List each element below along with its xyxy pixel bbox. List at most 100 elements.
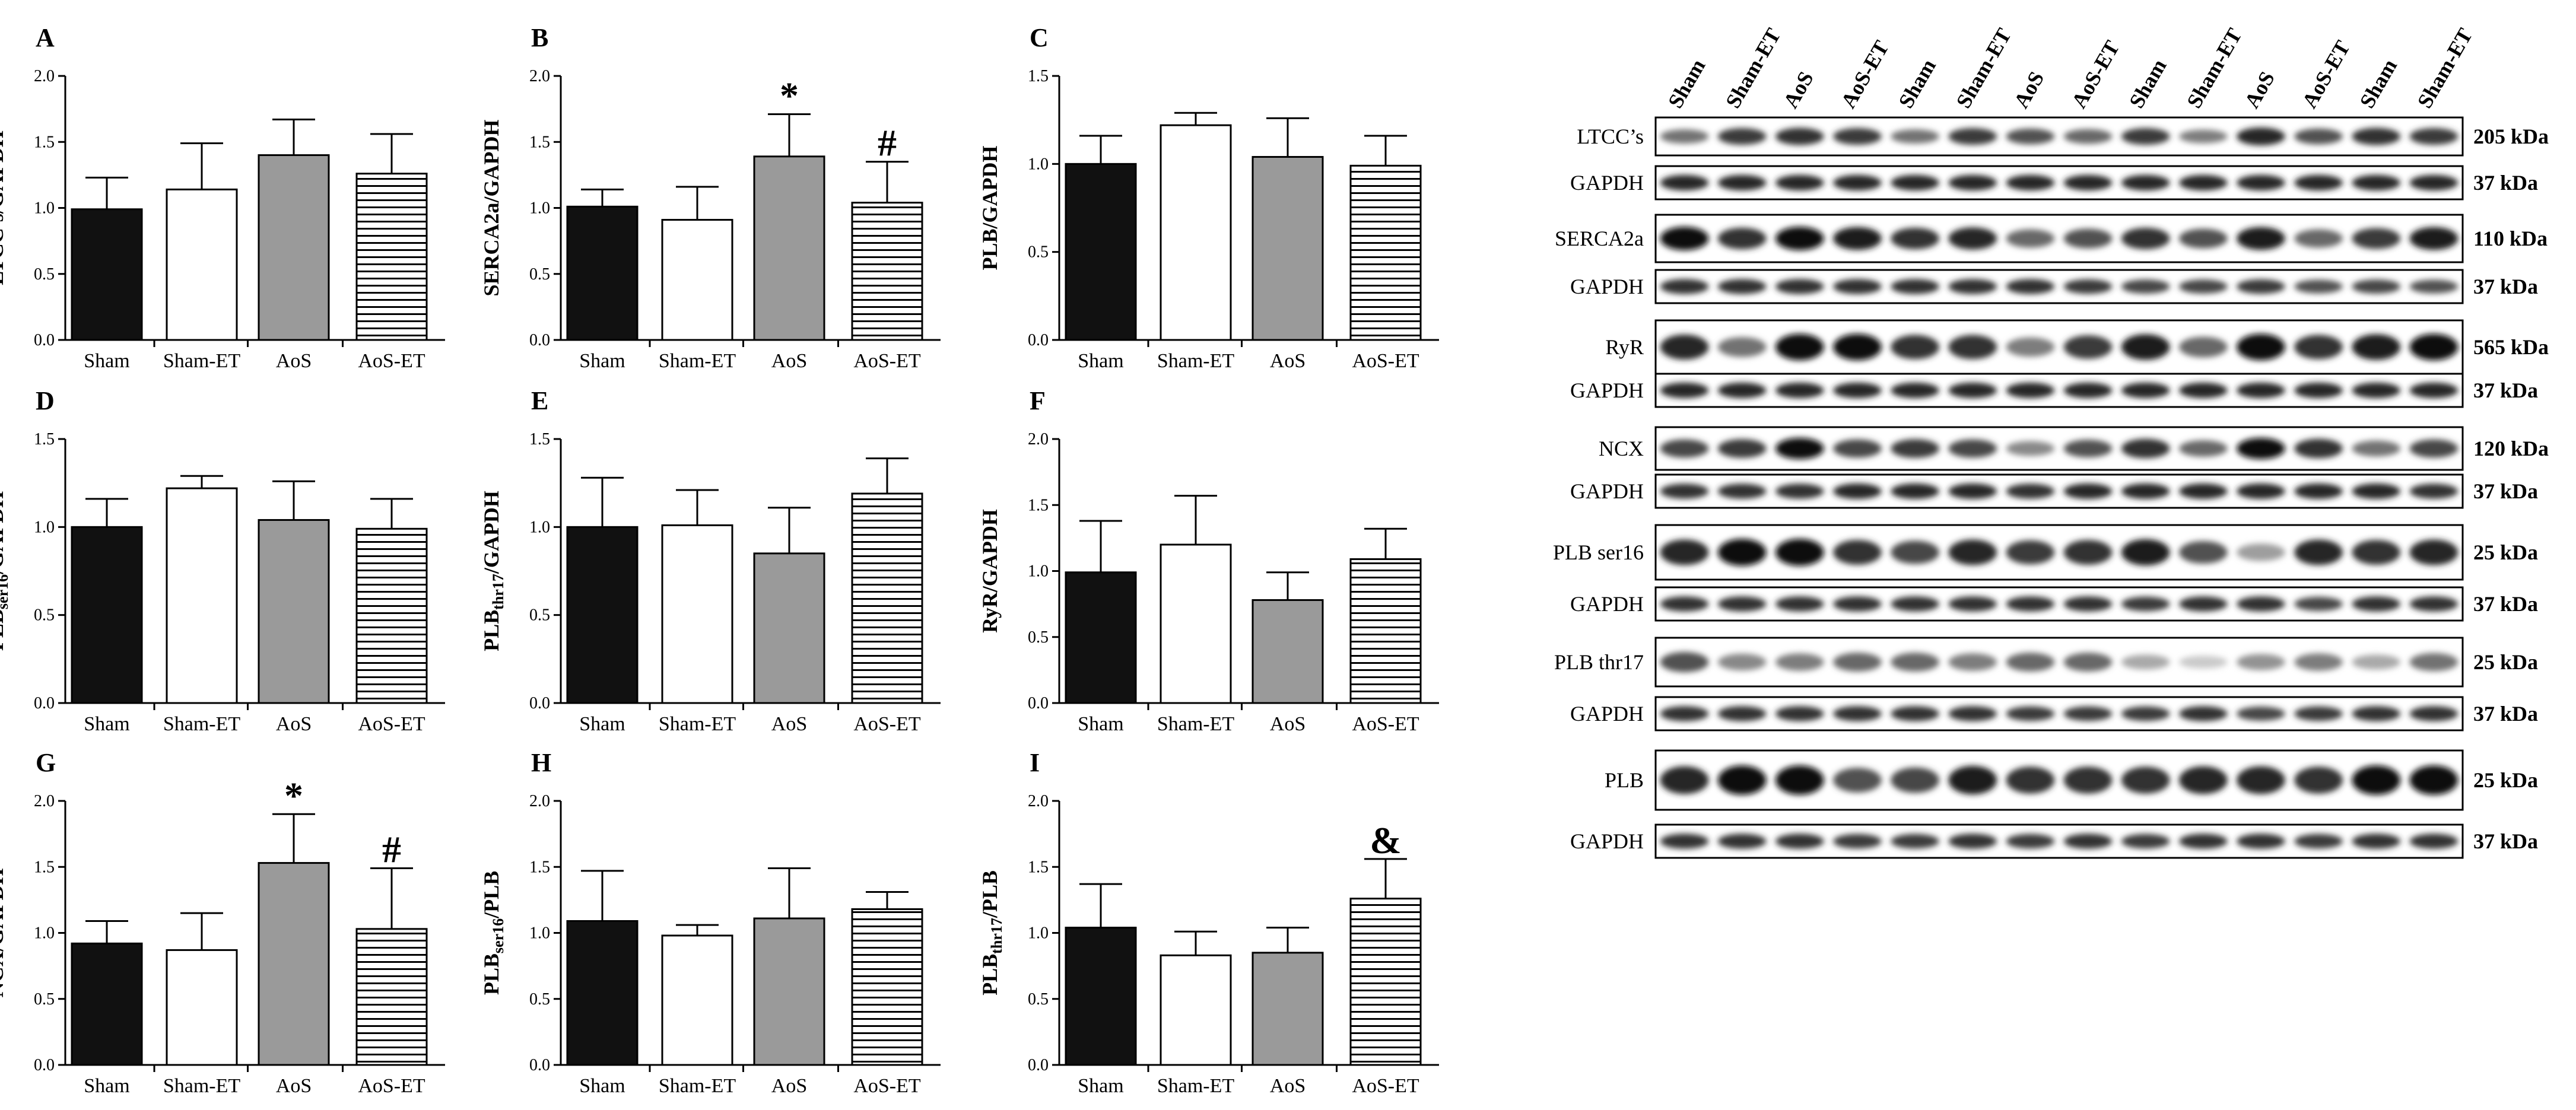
blot-band xyxy=(1891,335,1939,360)
y-axis-label: SERCA2a/GAPDH xyxy=(479,119,503,296)
blot-band xyxy=(1717,279,1767,294)
chart-panel-g: G NCX/GAPDH 0.0 0.5 1.0 1.5 2.0 Sham Sham-ET AoS *… xyxy=(0,748,445,1097)
blot-band xyxy=(1833,128,1882,145)
y-tick-label: 2.0 xyxy=(529,67,550,85)
y-tick-label: 1.5 xyxy=(34,430,55,449)
y-axis-label: PLBser16/PLB xyxy=(479,871,507,995)
blot-band xyxy=(1891,767,1939,793)
x-tick-label: AoS-ET xyxy=(1352,350,1419,372)
blot-band xyxy=(2063,440,2113,457)
blot-row-8: PLB ser16 25 kDa xyxy=(1553,524,2538,581)
x-tick-label: Sham xyxy=(84,350,129,372)
bar-sham-et xyxy=(1160,124,1232,341)
bar-sham-et xyxy=(166,949,238,1066)
blot-band xyxy=(2294,653,2343,671)
blot-band xyxy=(1891,279,1939,294)
blot-label: LTCC’s xyxy=(1577,125,1644,148)
blot-band xyxy=(1775,382,1824,399)
blot-band xyxy=(2179,228,2228,249)
blot-band xyxy=(2179,382,2228,399)
bar-sham-et xyxy=(661,219,733,341)
blot-band xyxy=(2063,766,2113,794)
lane-label: AoS-ET xyxy=(2067,37,2124,112)
y-tick-label: 0.0 xyxy=(529,331,550,349)
blot-band xyxy=(2294,597,2343,611)
bar-aos xyxy=(753,155,825,341)
blot-band xyxy=(1775,834,1824,849)
bar-charts: A LTCC's/GAPDH 0.0 0.5 1.0 1.5 2.0 Sham Sham-ET A… xyxy=(0,23,1439,1097)
blot-band xyxy=(2121,654,2170,670)
blot-band xyxy=(2121,334,2170,360)
blot-band xyxy=(2409,539,2459,565)
kda-label: 37 kDa xyxy=(2473,702,2538,726)
blot-band xyxy=(1775,596,1824,612)
bar-sham xyxy=(566,920,639,1066)
blot-band xyxy=(1660,334,1709,360)
x-tick-label: Sham xyxy=(579,1075,625,1097)
blot-band xyxy=(1717,596,1767,612)
panel-letter: H xyxy=(531,748,551,777)
blot-band xyxy=(1948,765,1997,795)
blot-band xyxy=(2409,484,2459,499)
y-tick-label: 1.5 xyxy=(1028,67,1049,85)
x-tick-label: Sham xyxy=(84,713,129,735)
blot-band xyxy=(2063,174,2113,191)
y-tick-label: 0.0 xyxy=(1028,331,1049,349)
blot-band xyxy=(2006,441,2055,456)
blot-band xyxy=(2237,766,2285,794)
panel-letter: G xyxy=(36,748,56,777)
blot-band xyxy=(2237,227,2285,250)
blot-band xyxy=(2294,483,2343,500)
blot-label: GAPDH xyxy=(1570,829,1644,853)
blot-band xyxy=(2294,279,2343,294)
blot-band xyxy=(1717,439,1767,458)
y-tick-label: 2.0 xyxy=(34,792,55,810)
x-tick-label: AoS-ET xyxy=(358,713,425,735)
blot-band xyxy=(1660,439,1709,458)
significance-mark: * xyxy=(780,75,799,117)
kda-label: 37 kDa xyxy=(2473,379,2538,402)
bar-sham xyxy=(71,526,143,704)
blot-label: PLB xyxy=(1605,768,1644,792)
chart-panel-i: I PLBthr17/PLB 0.0 0.5 1.0 1.5 2.0 Sham Sham-ET A… xyxy=(978,748,1439,1097)
bar-sham xyxy=(566,526,639,704)
x-tick-label: AoS-ET xyxy=(853,713,921,735)
bar-aos-et xyxy=(355,928,428,1066)
blot-band xyxy=(1948,653,1997,671)
bar-sham xyxy=(1065,927,1137,1066)
blot-band xyxy=(1775,227,1824,250)
blot-band xyxy=(2006,279,2055,294)
y-tick-label: 0.5 xyxy=(34,265,55,284)
y-tick-label: 1.5 xyxy=(529,133,550,151)
blot-band xyxy=(1833,382,1882,399)
kda-label: 37 kDa xyxy=(2473,275,2538,298)
bar-aos xyxy=(753,552,825,704)
blot-band xyxy=(1660,834,1709,849)
y-tick-label: 1.0 xyxy=(34,924,55,943)
blot-band xyxy=(2006,706,2055,721)
blot-band xyxy=(1833,439,1882,458)
y-tick-label: 1.5 xyxy=(1028,858,1049,876)
x-tick-label: AoS xyxy=(1270,350,1306,372)
blot-band xyxy=(1833,540,1882,565)
y-tick-label: 2.0 xyxy=(529,792,550,810)
blot-band xyxy=(2063,483,2113,500)
blot-band xyxy=(1775,174,1824,191)
blot-band xyxy=(2063,834,2113,849)
y-axis-label: PLBthr17/PLB xyxy=(978,870,1005,995)
blot-band xyxy=(1775,539,1824,566)
bar-sham-et xyxy=(166,487,238,704)
kda-label: 110 kDa xyxy=(2473,227,2548,250)
blot-label: GAPDH xyxy=(1570,379,1644,402)
x-tick-label: AoS xyxy=(276,713,312,735)
kda-label: 37 kDa xyxy=(2473,171,2538,195)
y-tick-label: 1.0 xyxy=(529,199,550,218)
kda-label: 37 kDa xyxy=(2473,829,2538,853)
panel-letter: F xyxy=(1030,386,1046,415)
y-tick-label: 0.5 xyxy=(34,606,55,625)
blot-band xyxy=(2121,174,2170,191)
blot-band xyxy=(1948,335,1997,360)
blot-band xyxy=(1775,706,1824,721)
